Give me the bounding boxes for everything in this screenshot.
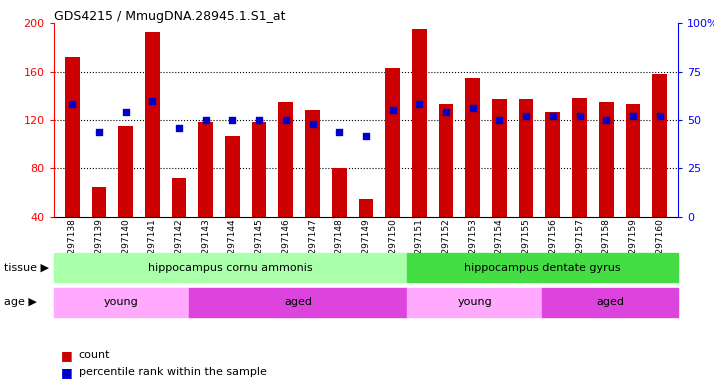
Bar xyxy=(278,102,293,217)
Point xyxy=(467,105,478,111)
Point xyxy=(227,117,238,123)
Point xyxy=(66,101,78,108)
Text: percentile rank within the sample: percentile rank within the sample xyxy=(79,367,266,377)
Bar xyxy=(386,68,400,217)
Bar xyxy=(438,104,453,217)
Bar xyxy=(599,102,613,217)
Text: count: count xyxy=(79,350,110,360)
Point xyxy=(174,125,185,131)
Text: tissue ▶: tissue ▶ xyxy=(4,263,49,273)
Point xyxy=(387,107,398,113)
Bar xyxy=(171,178,186,217)
Bar xyxy=(332,169,346,217)
Point xyxy=(441,109,452,115)
Bar xyxy=(198,122,213,217)
Text: hippocampus cornu ammonis: hippocampus cornu ammonis xyxy=(148,263,313,273)
Bar xyxy=(252,122,266,217)
Bar xyxy=(145,31,160,217)
Bar xyxy=(225,136,240,217)
Point xyxy=(307,121,318,127)
Text: GDS4215 / MmugDNA.28945.1.S1_at: GDS4215 / MmugDNA.28945.1.S1_at xyxy=(54,10,285,23)
Point xyxy=(547,113,558,119)
Text: ■: ■ xyxy=(61,366,72,379)
Text: young: young xyxy=(104,297,139,308)
Point xyxy=(627,113,638,119)
Point xyxy=(146,98,158,104)
Point xyxy=(413,101,425,108)
Text: young: young xyxy=(457,297,492,308)
Bar xyxy=(119,126,133,217)
Point xyxy=(280,117,291,123)
Bar xyxy=(653,74,667,217)
Bar xyxy=(91,187,106,217)
Point xyxy=(574,113,585,119)
Text: ■: ■ xyxy=(61,349,72,362)
Point xyxy=(333,129,345,135)
Bar xyxy=(358,199,373,217)
Point xyxy=(200,117,211,123)
Text: aged: aged xyxy=(596,297,624,308)
Point xyxy=(94,129,105,135)
Point xyxy=(253,117,265,123)
Point xyxy=(120,109,131,115)
Point xyxy=(600,117,612,123)
Bar xyxy=(625,104,640,217)
Bar xyxy=(492,99,507,217)
Bar xyxy=(412,29,427,217)
Bar xyxy=(65,57,79,217)
Point xyxy=(493,117,505,123)
Bar xyxy=(545,111,560,217)
Text: hippocampus dentate gyrus: hippocampus dentate gyrus xyxy=(464,263,620,273)
Point xyxy=(361,132,372,139)
Point xyxy=(521,113,532,119)
Text: age ▶: age ▶ xyxy=(4,297,36,308)
Text: aged: aged xyxy=(284,297,312,308)
Bar xyxy=(572,98,587,217)
Point xyxy=(654,113,665,119)
Bar xyxy=(305,110,320,217)
Bar xyxy=(466,78,480,217)
Bar xyxy=(519,99,533,217)
